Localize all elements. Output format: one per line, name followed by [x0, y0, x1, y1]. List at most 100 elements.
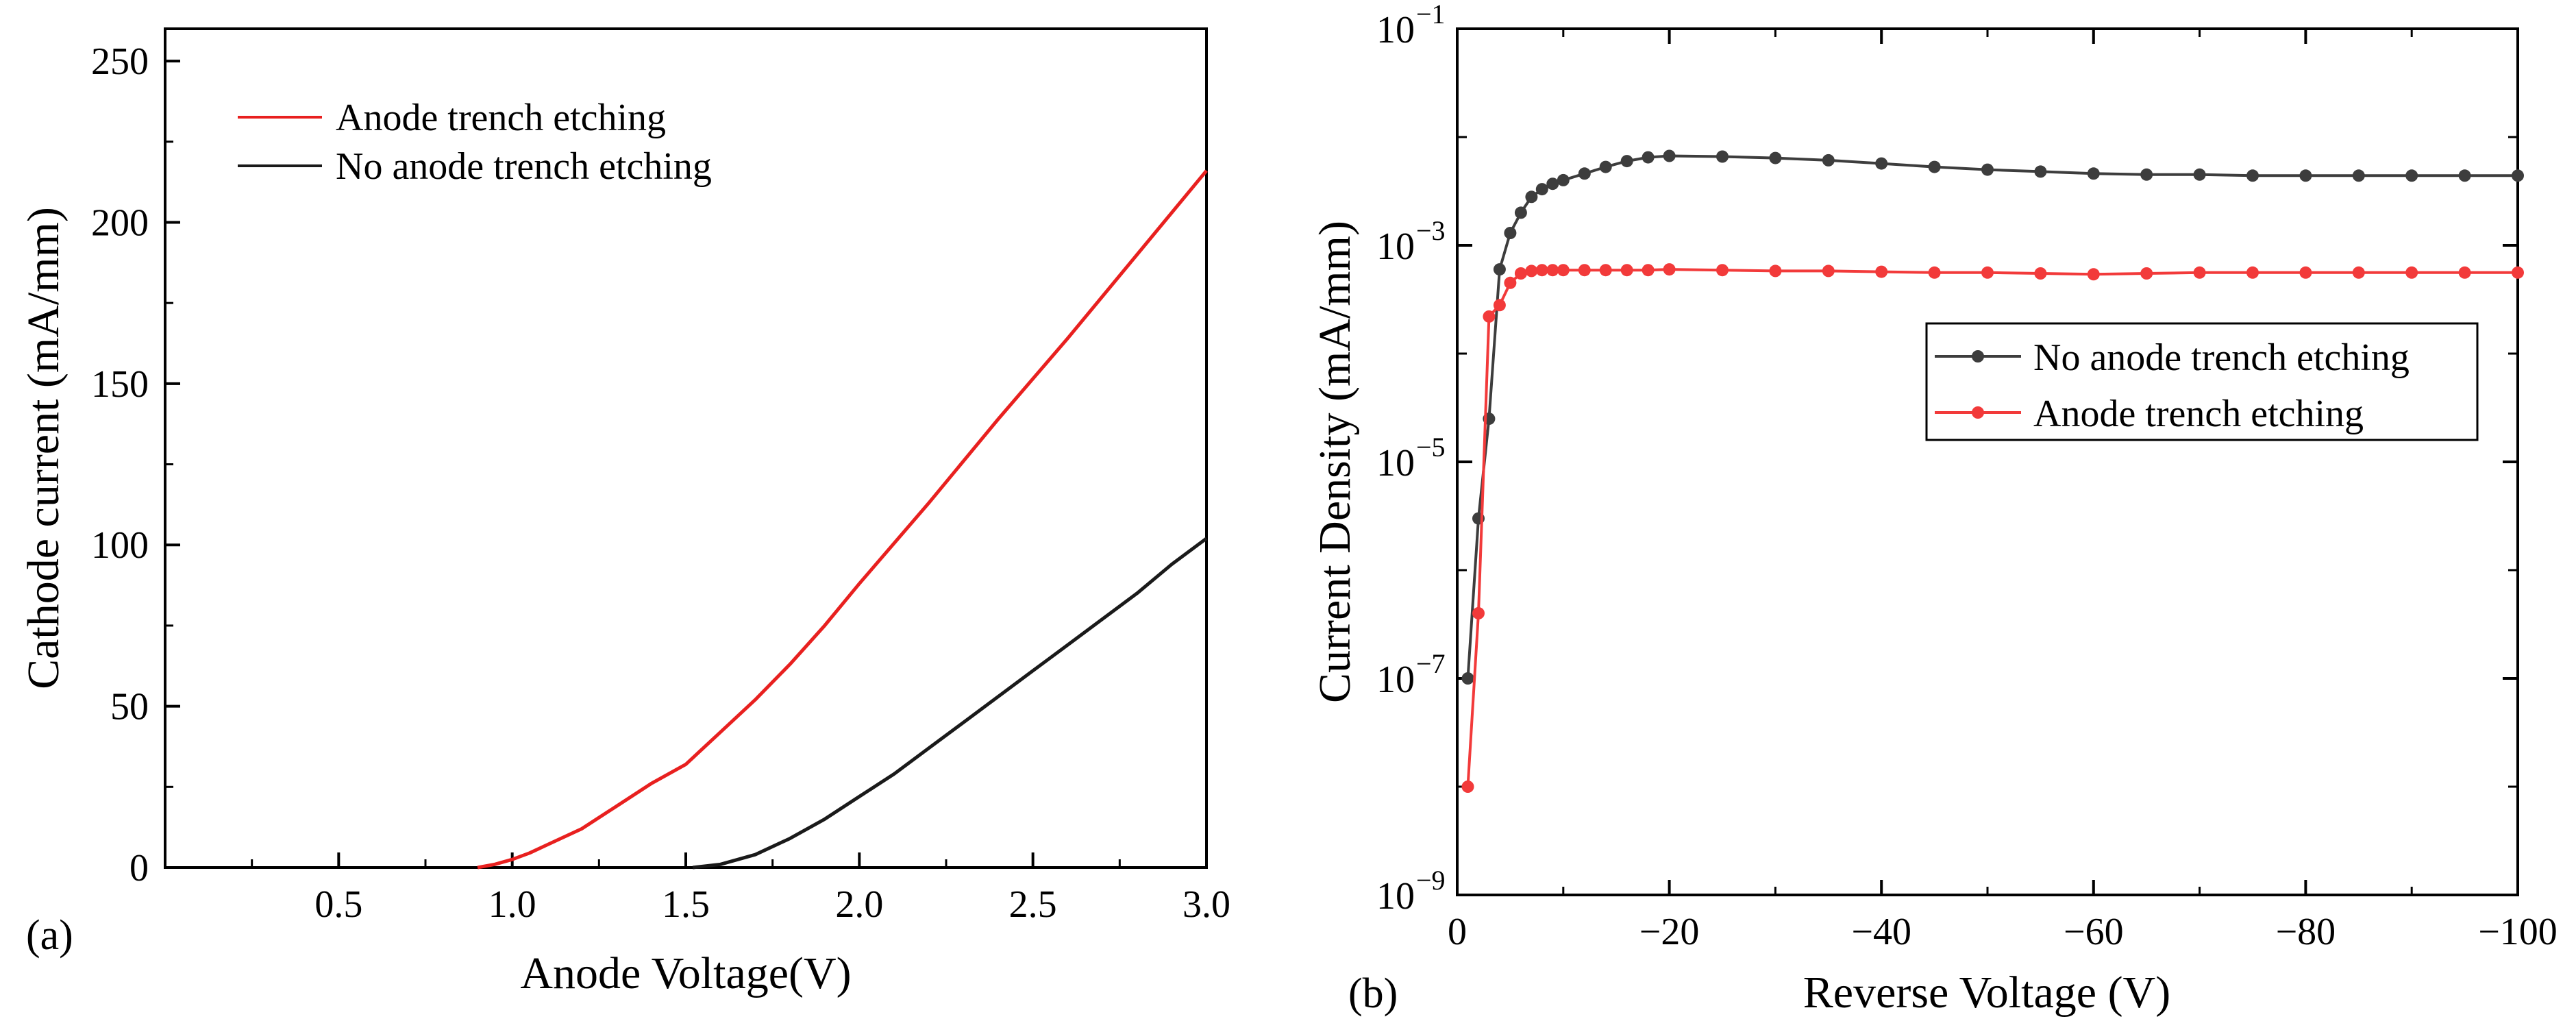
panel-a: 0.5 1.0 1.5 2.0 2.5 3.0 0 50 100 150 200 250 Anode … [18, 27, 1230, 998]
data-point-no-anode-trench-etching [1599, 160, 1612, 173]
panel-b-y-tick-exponent: −7 [1416, 648, 1446, 679]
legend-label-no-anode-trench-etching: No anode trench etching [336, 145, 712, 188]
data-point-anode-trench-etching [1525, 265, 1538, 278]
panel-b-x-tick-label: −80 [2276, 911, 2336, 953]
data-point-anode-trench-etching [1875, 265, 1888, 278]
panel-a-y-tick-label: 100 [91, 524, 149, 567]
data-point-anode-trench-etching [1716, 264, 1729, 277]
data-point-anode-trench-etching [1557, 264, 1570, 277]
panel-a-y-tick-label: 250 [91, 40, 149, 83]
panel-b-y-tick-label: 10 [1376, 442, 1415, 484]
panel-b-x-tick-label: −60 [2064, 911, 2124, 953]
data-point-no-anode-trench-etching [1981, 163, 1994, 176]
data-point-no-anode-trench-etching [1535, 183, 1548, 196]
data-point-no-anode-trench-etching [1928, 160, 1941, 173]
data-point-no-anode-trench-etching [2193, 168, 2206, 181]
panel-a-y-axis-title: Cathode current (mA/mm) [18, 207, 69, 689]
data-point-no-anode-trench-etching [1769, 151, 1782, 164]
data-point-anode-trench-etching [1546, 264, 1559, 277]
data-point-anode-trench-etching [2299, 266, 2312, 279]
series-line-anode-trench-etching [477, 169, 1208, 870]
panel-a-x-tick-label: 3.0 [1182, 883, 1230, 926]
data-point-anode-trench-etching [2512, 266, 2524, 279]
data-point-no-anode-trench-etching [1493, 263, 1506, 276]
data-point-anode-trench-etching [1769, 265, 1782, 278]
panel-a-ticks: 0.5 1.0 1.5 2.0 2.5 3.0 0 50 100 150 200 250 [91, 40, 1230, 926]
data-point-no-anode-trench-etching [1525, 191, 1538, 204]
panel-a-x-tick-label: 2.5 [1009, 883, 1057, 926]
data-point-anode-trench-etching [1504, 276, 1517, 289]
data-point-no-anode-trench-etching [1822, 153, 1835, 167]
data-point-anode-trench-etching [1472, 606, 1485, 619]
data-point-no-anode-trench-etching [2299, 169, 2312, 182]
data-point-no-anode-trench-etching [1514, 206, 1527, 219]
panel-a-x-axis-title: Anode Voltage(V) [520, 948, 851, 998]
data-point-no-anode-trench-etching [1461, 672, 1474, 685]
data-point-anode-trench-etching [1642, 264, 1655, 277]
data-point-no-anode-trench-etching [1578, 167, 1591, 180]
data-point-no-anode-trench-etching [1716, 150, 1729, 163]
data-point-anode-trench-etching [2087, 268, 2100, 281]
data-point-no-anode-trench-etching [2140, 168, 2153, 181]
legend-marker-anode-trench-etching [1972, 406, 1984, 419]
panel-a-series [477, 169, 1208, 870]
data-point-anode-trench-etching [1493, 299, 1506, 312]
data-point-no-anode-trench-etching [2352, 169, 2365, 182]
data-point-anode-trench-etching [2352, 266, 2365, 279]
panel-a-x-tick-label: 1.0 [488, 883, 536, 926]
data-point-anode-trench-etching [2246, 266, 2259, 279]
panel-a-label: (a) [26, 912, 73, 959]
legend-marker-no-anode-trench-etching [1972, 350, 1984, 363]
panel-b-y-tick-label: 10 [1376, 225, 1415, 268]
panel-a-y-tick-label: 50 [110, 686, 149, 728]
data-point-anode-trench-etching [1928, 266, 1941, 279]
panel-b-plot-frame [1456, 27, 2519, 896]
panel-b-legend: No anode trench etching Anode trench etc… [1925, 322, 2479, 441]
data-point-no-anode-trench-etching [2512, 169, 2524, 182]
panel-a-x-tick-label: 1.5 [662, 883, 710, 926]
data-point-anode-trench-etching [2140, 267, 2153, 280]
data-point-no-anode-trench-etching [2458, 169, 2471, 182]
data-point-anode-trench-etching [1483, 310, 1496, 323]
panel-b-y-tick-exponent: −3 [1416, 215, 1446, 246]
data-point-no-anode-trench-etching [1642, 151, 1655, 164]
data-point-anode-trench-etching [1620, 264, 1633, 277]
panel-a-x-tick-label: 2.0 [835, 883, 883, 926]
panel-b-x-tick-label: −20 [1639, 911, 1700, 953]
panel-b-y-tick-label: 10 [1376, 9, 1415, 51]
panel-b-y-tick-label: 10 [1376, 875, 1415, 918]
data-point-anode-trench-etching [2458, 266, 2471, 279]
data-point-no-anode-trench-etching [1546, 177, 1559, 191]
panel-b-y-tick-exponent: −5 [1416, 432, 1446, 463]
data-point-anode-trench-etching [1535, 264, 1548, 277]
panel-a-legend: Anode trench etching No anode trench etc… [238, 97, 712, 188]
data-point-no-anode-trench-etching [2087, 167, 2100, 180]
data-point-anode-trench-etching [1663, 263, 1676, 276]
series-line-no-anode-trench-etching [692, 537, 1208, 870]
panel-b-y-axis-title: Current Density (mA/mm) [1310, 221, 1360, 703]
panel-b-y-tick-label: 10 [1376, 659, 1415, 701]
data-point-anode-trench-etching [1461, 781, 1474, 793]
panel-b-label: (b) [1348, 970, 1398, 1017]
panel-a-y-tick-label: 0 [129, 847, 149, 889]
legend-label-no-anode-trench-etching: No anode trench etching [2033, 336, 2410, 379]
panel-a-x-tick-label: 0.5 [314, 883, 362, 926]
data-point-no-anode-trench-etching [2246, 169, 2259, 182]
panel-b-x-tick-label: −40 [1851, 911, 1911, 953]
data-point-anode-trench-etching [1514, 267, 1527, 280]
data-point-anode-trench-etching [1822, 265, 1835, 278]
data-point-anode-trench-etching [2405, 266, 2418, 279]
legend-label-anode-trench-etching: Anode trench etching [336, 97, 666, 139]
panel-b-legend-box [1925, 322, 2479, 441]
data-point-no-anode-trench-etching [2405, 169, 2418, 182]
data-point-anode-trench-etching [1578, 264, 1591, 277]
data-point-no-anode-trench-etching [1620, 155, 1633, 168]
data-point-anode-trench-etching [1599, 264, 1612, 277]
panel-b-y-tick-exponent: −9 [1416, 865, 1446, 896]
panel-b-series [1461, 149, 2524, 793]
data-point-no-anode-trench-etching [2034, 165, 2047, 178]
panel-b-x-tick-label: 0 [1448, 911, 1467, 953]
